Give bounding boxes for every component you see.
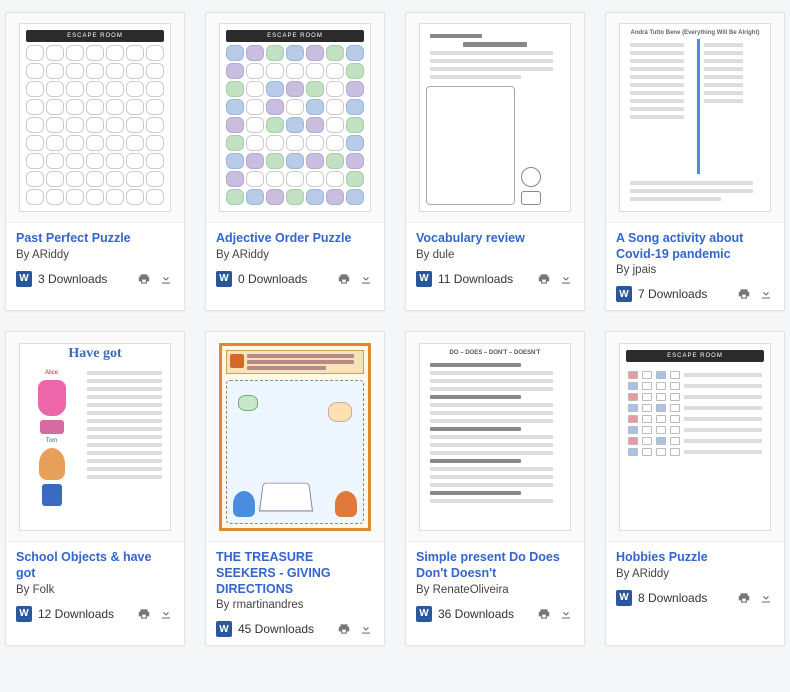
worksheet-footer: W 45 Downloads [206,615,384,645]
worksheet-thumbnail[interactable] [206,332,384,542]
worksheet-title[interactable]: THE TREASURE SEEKERS - GIVING DIRECTIONS [216,550,374,597]
worksheet-grid: ESCAPE ROOM Past Perfect Puzzle By ARidd… [12,12,778,646]
download-icon[interactable] [758,287,774,301]
worksheet-author: By dule [416,249,574,261]
word-doc-icon: W [616,590,632,606]
print-icon[interactable] [336,622,352,636]
worksheet-meta: School Objects & have got By Folk [6,542,184,599]
worksheet-meta: THE TREASURE SEEKERS - GIVING DIRECTIONS… [206,542,384,615]
download-count: 8 Downloads [638,591,730,605]
print-icon[interactable] [536,607,552,621]
word-doc-icon: W [416,606,432,622]
worksheet-thumbnail[interactable]: ESCAPE ROOM [606,332,784,542]
worksheet-card: DO – DOES – DON'T – DOESN'T Simple prese… [405,331,585,646]
worksheet-thumbnail[interactable]: ESCAPE ROOM [6,13,184,223]
worksheet-footer: W 7 Downloads [606,280,784,310]
download-icon[interactable] [758,591,774,605]
worksheet-title[interactable]: A Song activity about Covid-19 pandemic [616,231,774,262]
worksheet-title[interactable]: Simple present Do Does Don't Doesn't [416,550,574,581]
worksheet-footer: W 36 Downloads [406,600,584,630]
worksheet-title[interactable]: Past Perfect Puzzle [16,231,174,247]
print-icon[interactable] [136,607,152,621]
worksheet-card: THE TREASURE SEEKERS - GIVING DIRECTIONS… [205,331,385,646]
download-count: 12 Downloads [38,607,130,621]
worksheet-author: By jpais [616,264,774,276]
worksheet-footer: W 3 Downloads [6,265,184,295]
print-icon[interactable] [736,287,752,301]
worksheet-title[interactable]: Adjective Order Puzzle [216,231,374,247]
worksheet-card: ESCAPE ROOM Adjective Order Puzzle By AR… [205,12,385,311]
download-icon[interactable] [558,607,574,621]
word-doc-icon: W [416,271,432,287]
download-icon[interactable] [158,607,174,621]
worksheet-author: By ARiddy [16,249,174,261]
worksheet-author: By Folk [16,584,174,596]
worksheet-card: ESCAPE ROOM Hobbies Puzzle By ARiddy W 8… [605,331,785,646]
word-doc-icon: W [16,606,32,622]
worksheet-thumbnail[interactable]: Have got Alice Tom [6,332,184,542]
worksheet-card: ESCAPE ROOM Past Perfect Puzzle By ARidd… [5,12,185,311]
worksheet-thumbnail[interactable]: DO – DOES – DON'T – DOESN'T [406,332,584,542]
print-icon[interactable] [136,272,152,286]
worksheet-meta: A Song activity about Covid-19 pandemic … [606,223,784,280]
worksheet-footer: W 8 Downloads [606,584,784,614]
worksheet-card: Vocabulary review By dule W 11 Downloads [405,12,585,311]
word-doc-icon: W [16,271,32,287]
download-count: 36 Downloads [438,607,530,621]
worksheet-title[interactable]: Vocabulary review [416,231,574,247]
worksheet-thumbnail[interactable]: ESCAPE ROOM [206,13,384,223]
print-icon[interactable] [536,272,552,286]
worksheet-meta: Past Perfect Puzzle By ARiddy [6,223,184,265]
download-count: 7 Downloads [638,287,730,301]
worksheet-author: By ARiddy [216,249,374,261]
worksheet-footer: W 11 Downloads [406,265,584,295]
worksheet-author: By rmartinandres [216,599,374,611]
download-icon[interactable] [558,272,574,286]
worksheet-card: Andrà Tutto Bene (Everything Will Be Alr… [605,12,785,311]
worksheet-thumbnail[interactable]: Andrà Tutto Bene (Everything Will Be Alr… [606,13,784,223]
worksheet-meta: Vocabulary review By dule [406,223,584,265]
download-count: 11 Downloads [438,272,530,286]
download-count: 0 Downloads [238,272,330,286]
worksheet-footer: W 12 Downloads [6,600,184,630]
worksheet-title[interactable]: School Objects & have got [16,550,174,581]
word-doc-icon: W [616,286,632,302]
worksheet-title[interactable]: Hobbies Puzzle [616,550,774,566]
word-doc-icon: W [216,621,232,637]
worksheet-meta: Simple present Do Does Don't Doesn't By … [406,542,584,599]
print-icon[interactable] [336,272,352,286]
worksheet-meta: Hobbies Puzzle By ARiddy [606,542,784,584]
print-icon[interactable] [736,591,752,605]
worksheet-meta: Adjective Order Puzzle By ARiddy [206,223,384,265]
download-icon[interactable] [358,272,374,286]
worksheet-footer: W 0 Downloads [206,265,384,295]
worksheet-card: Have got Alice Tom School Objects & have… [5,331,185,646]
download-icon[interactable] [158,272,174,286]
word-doc-icon: W [216,271,232,287]
worksheet-author: By RenateOliveira [416,584,574,596]
download-count: 3 Downloads [38,272,130,286]
worksheet-author: By ARiddy [616,568,774,580]
download-icon[interactable] [358,622,374,636]
download-count: 45 Downloads [238,622,330,636]
worksheet-thumbnail[interactable] [406,13,584,223]
